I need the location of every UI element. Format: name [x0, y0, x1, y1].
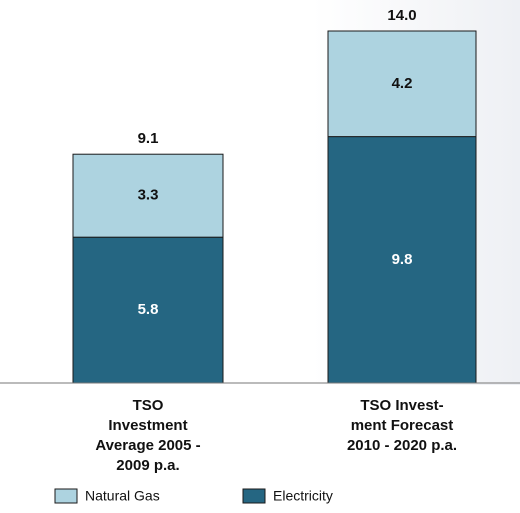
segment-label: 4.2: [392, 75, 413, 92]
bar-segment: [72, 153, 224, 238]
bar-segment: [327, 136, 477, 384]
x-tick-label: TSO Invest- ment Forecast 2010 - 2020 p.…: [346, 397, 458, 454]
bar-segment: [72, 236, 224, 384]
legend-swatch: [54, 488, 78, 504]
total-label: 14.0: [387, 7, 416, 24]
legend-label: Electricity: [273, 488, 333, 504]
segment-label: 5.8: [138, 301, 159, 318]
segment-label: 9.8: [392, 251, 413, 268]
total-label: 9.1: [138, 130, 159, 147]
legend-swatch: [242, 488, 266, 504]
segment-label: 3.3: [138, 187, 159, 204]
bar-segment: [327, 30, 477, 138]
x-tick-label: TSO Investment Average 2005 - 2009 p.a.: [95, 397, 201, 474]
legend-label: Natural Gas: [85, 488, 160, 504]
